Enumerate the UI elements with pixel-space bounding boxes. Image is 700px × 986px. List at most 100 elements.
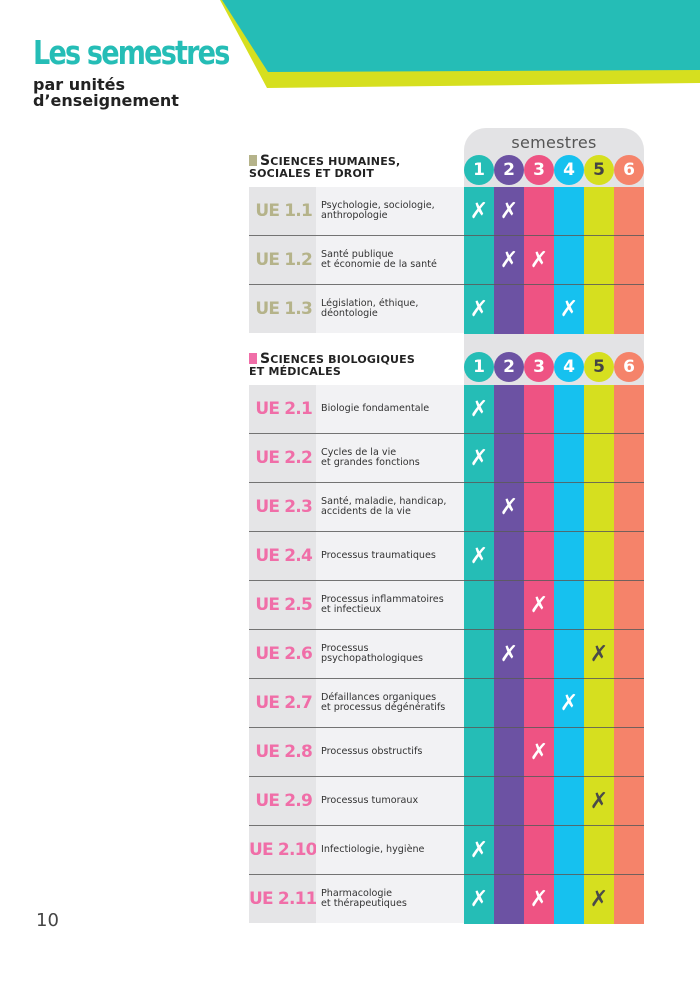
semester-cell-5 xyxy=(584,285,614,334)
semester-circle-5: 5 xyxy=(584,352,614,382)
checkmark-x-icon: ✗ xyxy=(529,593,549,618)
ue-description: Législation, éthique, déontologie xyxy=(316,285,464,333)
ue-row: UE 2.6 Processus psychopathologiques ✗ ✗ xyxy=(249,630,644,679)
ue-code: UE 2.2 xyxy=(249,434,316,482)
semester-cell-4 xyxy=(554,728,584,777)
semester-cell-3: ✗ xyxy=(524,875,554,924)
semester-cell-3 xyxy=(524,434,554,483)
semester-cells: ✗ ✗ xyxy=(464,236,644,285)
title-initial: S xyxy=(260,351,271,367)
semester-cells: ✗ xyxy=(464,434,644,483)
checkmark-x-icon: ✗ xyxy=(469,297,489,322)
semester-cell-2: ✗ xyxy=(494,236,524,285)
semester-cell-2: ✗ xyxy=(494,187,524,236)
row-divider xyxy=(249,727,644,728)
semester-cell-3 xyxy=(524,187,554,236)
row-divider xyxy=(249,531,644,532)
semester-cell-6 xyxy=(614,285,644,334)
semester-cell-1 xyxy=(464,728,494,777)
semester-cell-2 xyxy=(494,532,524,581)
semester-circle-4: 4 xyxy=(554,352,584,382)
ue-description: Cycles de la vie et grandes fonctions xyxy=(316,434,464,482)
semester-cell-1: ✗ xyxy=(464,285,494,334)
checkmark-x-icon: ✗ xyxy=(499,199,519,224)
header-banner xyxy=(220,0,700,88)
checkmark-x-icon: ✗ xyxy=(469,544,489,569)
row-divider xyxy=(249,580,644,581)
semester-cell-4 xyxy=(554,581,584,630)
semester-cell-1 xyxy=(464,236,494,285)
semester-cell-3 xyxy=(524,285,554,334)
semester-cell-2 xyxy=(494,285,524,334)
semester-cell-2 xyxy=(494,385,524,434)
ue-description: Pharmacologie et thérapeutiques xyxy=(316,875,464,923)
title-initial: S xyxy=(260,153,271,169)
semester-cell-4 xyxy=(554,483,584,532)
semester-cells: ✗ ✗ xyxy=(464,630,644,679)
semester-cell-6 xyxy=(614,236,644,285)
semester-cell-5 xyxy=(584,385,614,434)
semester-cell-1: ✗ xyxy=(464,875,494,924)
semester-cells: ✗ ✗ xyxy=(464,285,644,334)
checkmark-x-icon: ✗ xyxy=(589,789,609,814)
ue-code: UE 2.11 xyxy=(249,875,317,923)
ue-description: Processus traumatiques xyxy=(316,532,464,580)
ue-code: UE 1.2 xyxy=(249,236,316,284)
ue-row: UE 2.11 Pharmacologie et thérapeutiques ✗ ✗… xyxy=(249,875,644,924)
semester-cell-2 xyxy=(494,875,524,924)
semester-cell-4: ✗ xyxy=(554,285,584,334)
checkmark-x-icon: ✗ xyxy=(469,838,489,863)
semester-cells: ✗ xyxy=(464,581,644,630)
semester-cell-1 xyxy=(464,581,494,630)
semester-cell-5 xyxy=(584,236,614,285)
semester-circle-3: 3 xyxy=(524,352,554,382)
ue-code: UE 2.3 xyxy=(249,483,316,531)
row-divider xyxy=(249,678,644,679)
semester-circle-5: 5 xyxy=(584,155,614,185)
semester-cell-6 xyxy=(614,434,644,483)
semester-cell-5 xyxy=(584,434,614,483)
ue-description: Infectiologie, hygiène xyxy=(316,826,464,874)
semester-cell-6 xyxy=(614,581,644,630)
ue-description: Défaillances organiques et processus dég… xyxy=(316,679,464,727)
semester-circle-3: 3 xyxy=(524,155,554,185)
title-line-2: sociales et droit xyxy=(249,167,375,180)
semester-cell-3 xyxy=(524,532,554,581)
title-line-2: et médicales xyxy=(249,365,341,378)
semester-cell-2: ✗ xyxy=(494,483,524,532)
semester-cell-1: ✗ xyxy=(464,434,494,483)
semester-cell-5: ✗ xyxy=(584,875,614,924)
semester-cell-6 xyxy=(614,483,644,532)
ue-row: UE 2.10 Infectiologie, hygiène ✗ xyxy=(249,826,644,875)
semester-cell-6 xyxy=(614,728,644,777)
semester-cell-4 xyxy=(554,236,584,285)
semester-cell-2: ✗ xyxy=(494,630,524,679)
semester-cell-2 xyxy=(494,826,524,875)
ue-code: UE 2.9 xyxy=(249,777,316,825)
semester-cell-1 xyxy=(464,483,494,532)
ue-code: UE 2.5 xyxy=(249,581,316,629)
ue-code: UE 2.4 xyxy=(249,532,316,580)
ue-description: Processus inflammatoires et infectieux xyxy=(316,581,464,629)
subtitle-line-1: par unités xyxy=(33,75,125,94)
semester-circle-2: 2 xyxy=(494,352,524,382)
semester-cells: ✗ ✗ ✗ xyxy=(464,875,644,924)
semester-cell-5 xyxy=(584,679,614,728)
row-divider xyxy=(249,874,644,875)
checkmark-x-icon: ✗ xyxy=(559,297,579,322)
semester-cell-1 xyxy=(464,679,494,728)
semester-cell-4: ✗ xyxy=(554,679,584,728)
semester-cell-6 xyxy=(614,385,644,434)
semester-cells: ✗ xyxy=(464,728,644,777)
title-line-1: ciences biologiques xyxy=(270,353,415,366)
semester-cell-5: ✗ xyxy=(584,630,614,679)
checkmark-x-icon: ✗ xyxy=(469,199,489,224)
semester-cell-5 xyxy=(584,532,614,581)
semester-cells: ✗ ✗ xyxy=(464,187,644,236)
semester-cell-1: ✗ xyxy=(464,385,494,434)
page-title: Les semestres xyxy=(33,33,230,72)
semester-cell-4 xyxy=(554,532,584,581)
semester-circle-2: 2 xyxy=(494,155,524,185)
semester-cell-3 xyxy=(524,385,554,434)
